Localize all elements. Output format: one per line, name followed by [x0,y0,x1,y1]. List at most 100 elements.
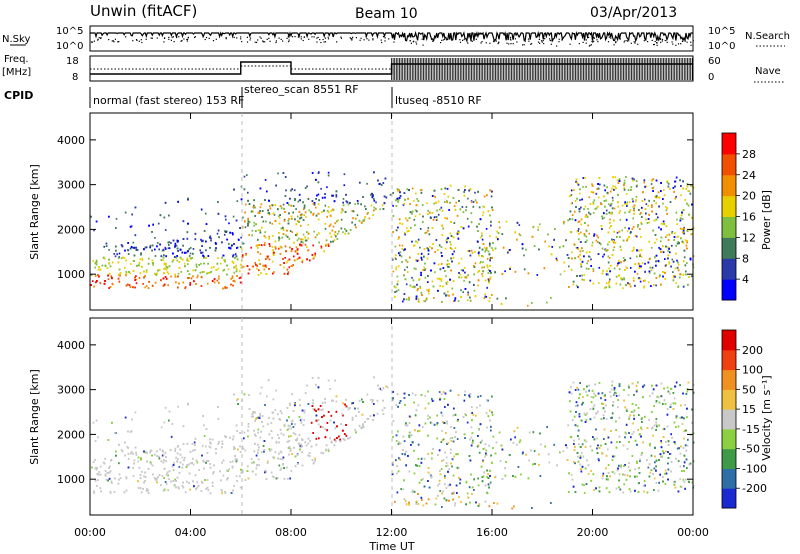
scatter-point [651,179,653,182]
scatter-point [404,248,406,251]
scatter-point [162,277,165,280]
scatter-point [180,257,182,260]
scatter-point [654,241,656,244]
colorbar-tick-label: 28 [742,148,756,161]
scatter-point [648,221,650,224]
scatter-point [665,225,668,228]
scatter-point [177,250,179,252]
scatter-point [651,204,653,207]
scatter-point [615,187,617,190]
scatter-point [685,273,687,276]
scatter-point [362,196,364,198]
scatter-point [272,260,274,263]
scatter-point [280,227,283,230]
scatter-point [681,240,684,243]
scatter-point [265,273,268,275]
scatter-point [377,179,379,182]
scatter-point [273,251,275,254]
scatter-point [453,222,456,224]
scatter-point [216,262,219,265]
scatter-point [654,234,657,236]
scatter-point [279,205,282,207]
scatter-point [488,253,491,256]
scatter-point [452,236,455,239]
scatter-point [233,279,235,282]
scatter-point [230,283,232,286]
scatter-point [442,285,444,288]
scatter-point [416,198,418,200]
scatter-point [108,287,110,289]
scatter-point [521,247,524,250]
scatter-point [318,232,320,235]
scatter-point [375,201,377,204]
scatter-point [231,260,234,263]
scatter-point [417,200,420,202]
scatter-point [686,185,689,188]
scatter-point [435,239,438,241]
scatter-point [582,177,585,179]
nsearch-point [409,40,411,42]
scatter-point [538,248,540,251]
scatter-point [687,190,690,192]
scatter-point [338,230,340,233]
scatter-point [399,251,402,254]
scatter-point [312,244,314,247]
scatter-point [284,256,286,259]
scatter-point [491,190,493,193]
scatter-point [440,206,443,209]
scatter-point [263,268,266,271]
scatter-point [428,292,430,295]
scatter-point [457,300,460,302]
scatter-point [92,260,95,263]
scatter-point [658,226,660,229]
colorbar-swatch [722,133,736,155]
scatter-point [271,246,274,248]
scatter-point [151,231,153,233]
nsearch-point [194,36,196,38]
scatter-point [582,186,584,188]
scatter-point [432,194,435,197]
scatter-point [442,267,445,269]
scatter-point [427,249,430,252]
nsearch-point [269,40,271,42]
scatter-point [667,257,669,260]
scatter-point [373,209,375,212]
scatter-point [300,216,303,219]
scatter-point [465,276,468,279]
scatter-point [426,289,428,291]
scatter-point [487,250,490,253]
scatter-point [682,241,685,244]
scatter-point [437,213,440,216]
scatter-point [135,246,137,249]
scatter-point [449,184,452,187]
scatter-point [618,262,620,264]
scatter-point [154,248,156,251]
scatter-point [655,179,658,182]
scatter-point [687,283,689,286]
scatter-point [446,259,449,262]
nsearch-point [444,38,446,40]
scatter-point [509,268,511,270]
scatter-point [433,202,435,205]
scatter-point [572,280,575,283]
scatter-point [320,187,322,190]
scatter-point [588,196,591,199]
scatter-point [324,193,326,195]
scatter-point [260,272,262,275]
scatter-point [426,202,428,205]
scatter-point [408,230,410,232]
scatter-point [462,291,464,293]
scatter-point [676,242,679,245]
scatter-point [177,275,179,278]
scatter-point [224,286,226,288]
scatter-point [224,287,227,289]
scatter-point [543,267,546,270]
scatter-point [95,220,98,223]
scatter-point [217,201,219,203]
scatter-point [189,252,192,255]
scatter-point [409,211,412,214]
scatter-point [177,200,179,203]
scatter-point [669,251,671,254]
scatter-point [340,218,343,221]
scatter-point [156,272,158,275]
